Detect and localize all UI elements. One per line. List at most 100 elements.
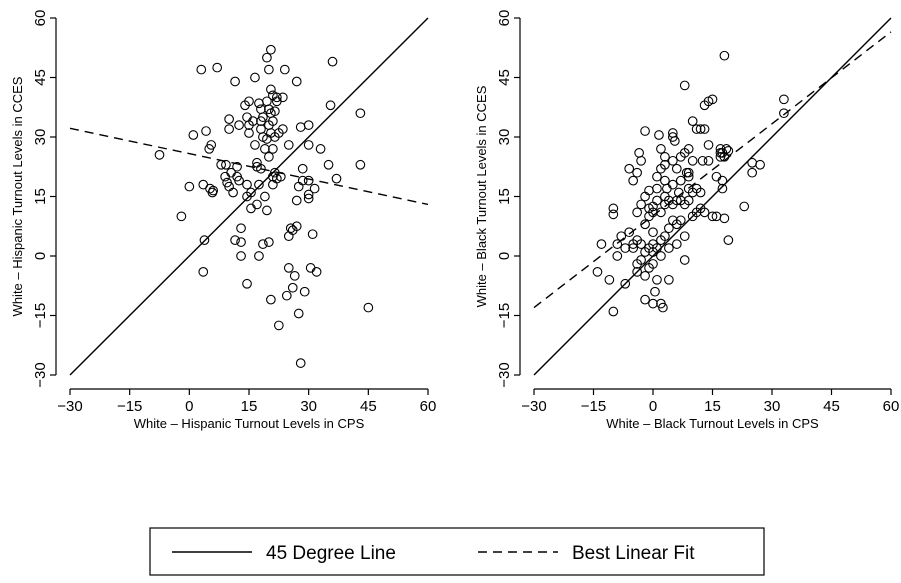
right-scatter-panel: −30 −15 0 15 30 45 60 −30 −15 0 15 30 45 60 White – Bl… xyxy=(474,10,899,431)
left-y-tick-label: 30 xyxy=(32,129,49,146)
right-data-point xyxy=(747,167,758,178)
right-data-point xyxy=(703,155,714,166)
right-data-point xyxy=(628,243,639,253)
left-x-tick-label: −15 xyxy=(117,398,142,415)
left-data-point xyxy=(293,308,304,319)
left-data-point xyxy=(283,140,294,150)
left-data-point xyxy=(256,163,266,174)
left-data-point xyxy=(305,263,316,273)
left-x-axis-title: White – Hispanic Turnout Levels in CPS xyxy=(134,416,365,431)
right-data-point xyxy=(656,251,666,261)
legend-label-45-degree-line: 45 Degree Line xyxy=(266,543,396,564)
left-data-point xyxy=(303,193,314,204)
left-data-point xyxy=(264,237,274,247)
right-y-tick-label: 0 xyxy=(496,252,513,260)
left-data-point xyxy=(260,144,270,154)
left-data-point xyxy=(206,140,217,150)
right-data-point xyxy=(671,163,682,174)
right-data-point xyxy=(683,195,694,206)
left-data-point xyxy=(258,112,268,123)
left-data-point xyxy=(256,124,266,134)
right-data-point xyxy=(667,155,678,166)
left-data-point xyxy=(271,92,282,103)
left-data-point xyxy=(297,163,308,174)
right-y-tick-label: 60 xyxy=(496,10,513,27)
right-data-point xyxy=(652,243,662,253)
right-data-point xyxy=(632,267,642,277)
right-data-point xyxy=(652,195,662,206)
left-data-point xyxy=(283,263,294,273)
left-data-point xyxy=(297,175,308,186)
left-data-point xyxy=(246,187,256,198)
right-data-point xyxy=(652,274,662,285)
left-best-linear-fit-line xyxy=(69,127,429,206)
right-data-point xyxy=(699,124,710,134)
right-data-point xyxy=(612,239,623,249)
right-data-point xyxy=(667,179,678,190)
left-data-point xyxy=(311,267,322,277)
left-data-point xyxy=(285,223,296,234)
right-data-point xyxy=(596,239,607,249)
right-data-point xyxy=(632,167,642,178)
left-y-tick-label: 15 xyxy=(32,188,49,205)
right-data-point xyxy=(660,151,670,162)
right-y-tick-label: −30 xyxy=(496,362,513,387)
right-data-point xyxy=(628,175,639,186)
left-data-point xyxy=(254,251,264,261)
right-data-point xyxy=(592,267,603,277)
left-data-point xyxy=(303,189,314,200)
right-data-point xyxy=(650,286,660,297)
left-data-point xyxy=(236,223,246,234)
left-data-point xyxy=(303,140,314,150)
right-data-point xyxy=(654,130,664,140)
right-data-point xyxy=(608,209,619,220)
right-data-point xyxy=(658,302,668,313)
right-data-point xyxy=(644,185,654,196)
left-data-point xyxy=(184,181,195,192)
left-data-point xyxy=(291,76,302,87)
left-data-point xyxy=(244,128,254,138)
right-data-point xyxy=(608,306,619,317)
right-data-point xyxy=(679,231,690,242)
right-data-point xyxy=(636,239,646,249)
right-data-point xyxy=(636,199,646,210)
right-data-point xyxy=(656,144,666,154)
right-best-linear-fit-line xyxy=(533,31,892,309)
right-x-axis-title: White – Black Turnout Levels in CPS xyxy=(606,416,819,431)
left-data-point xyxy=(355,108,366,119)
left-data-point xyxy=(228,187,238,198)
left-data-point xyxy=(246,203,256,214)
right-data-point xyxy=(608,203,619,214)
right-y-tick-label: −15 xyxy=(496,303,513,328)
right-data-point xyxy=(652,183,662,194)
left-data-point xyxy=(242,278,252,289)
left-data-point xyxy=(220,171,230,182)
right-data-point xyxy=(707,211,718,222)
left-data-point xyxy=(201,126,211,136)
left-data-point xyxy=(230,235,240,245)
left-x-tick-label: 0 xyxy=(185,398,193,415)
left-data-point xyxy=(303,120,314,130)
right-data-point xyxy=(779,108,789,119)
left-data-point xyxy=(252,199,262,210)
legend: 45 Degree Line Best Linear Fit xyxy=(149,527,765,576)
left-y-tick-label: 0 xyxy=(32,252,49,260)
left-data-point xyxy=(230,76,240,87)
left-data-point xyxy=(281,290,292,301)
right-y-tick-label: 30 xyxy=(496,129,513,146)
left-x-tick-label: 30 xyxy=(300,398,317,415)
right-data-point xyxy=(648,298,658,309)
left-data-point xyxy=(198,267,209,277)
left-y-tick-label: 60 xyxy=(32,10,49,27)
right-data-point xyxy=(683,171,694,182)
left-data-point xyxy=(268,179,278,190)
left-data-point xyxy=(236,237,246,247)
left-data-point xyxy=(258,239,268,249)
right-data-point xyxy=(695,187,706,198)
left-y-axis-title: White – Hispanic Turnout Levels in CCES xyxy=(10,76,25,316)
legend-label-best-linear-fit: Best Linear Fit xyxy=(572,543,695,564)
left-data-point xyxy=(256,104,266,115)
left-data-point xyxy=(196,64,207,75)
right-data-point xyxy=(660,175,670,186)
left-data-point xyxy=(221,159,231,170)
